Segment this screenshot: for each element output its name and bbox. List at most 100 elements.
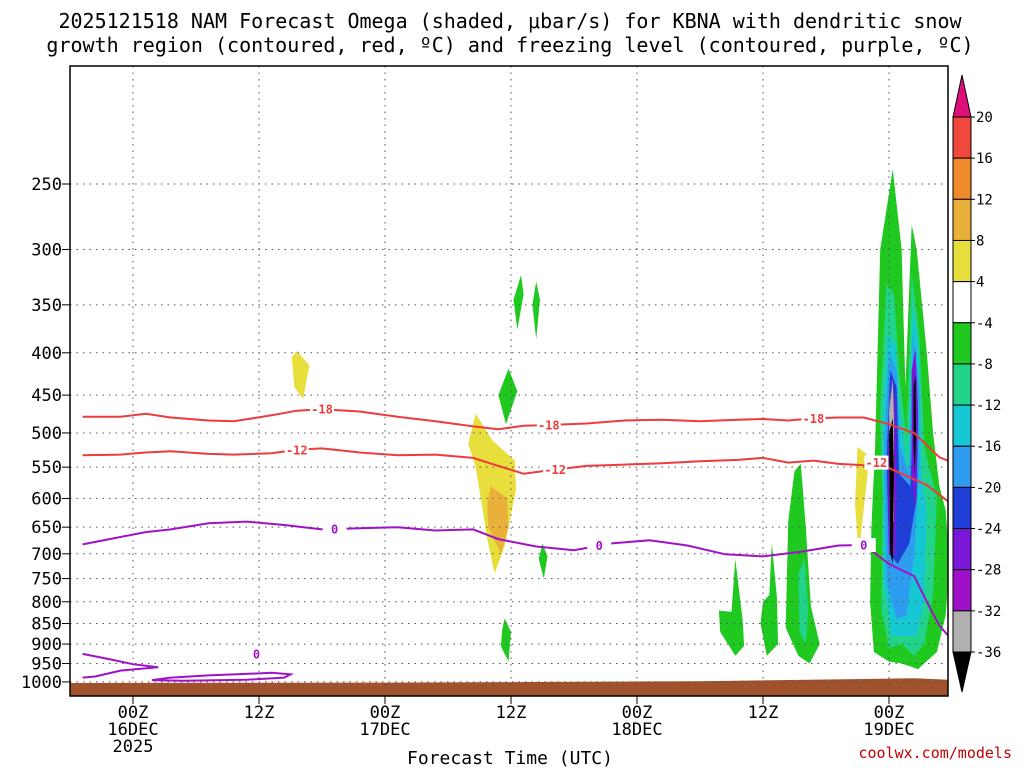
terrain-fill <box>70 678 948 696</box>
xtick-label-60-0: 00Z <box>874 703 905 723</box>
ytick-label-600: 600 <box>31 489 62 509</box>
contour-freezing-level-0 <box>82 520 948 638</box>
contour-label-dendritic-12: -12 <box>544 463 566 477</box>
colorbar-label-4: 4 <box>976 275 984 291</box>
contour-label-bg <box>864 455 889 470</box>
shade-yellow-3Z <box>291 351 310 400</box>
xtick-label-0-0: 00Z <box>118 703 149 723</box>
contour-label-bg <box>284 442 309 457</box>
colorbar-bottom-arrow <box>952 651 972 693</box>
y-axis-ticks: 2503003504004505005506006507007508008509… <box>21 175 70 693</box>
ytick-label-750: 750 <box>31 570 62 590</box>
ytick-label-950: 950 <box>31 654 62 674</box>
shade-green-11Z-upper <box>532 281 540 340</box>
contour-label-dendritic-18: -18 <box>803 412 825 426</box>
xtick-label-40-0: 00Z <box>622 703 653 723</box>
ytick-label-350: 350 <box>31 296 62 316</box>
x-axis-label: Forecast Time (UTC) <box>407 748 613 768</box>
shade-green-08Z-18DEC <box>718 558 745 656</box>
terrain-surface <box>70 678 948 696</box>
ytick-label-450: 450 <box>31 386 62 406</box>
contour-labels: -18 -18 -18 -12 -12 -12 0 0 0 0 <box>244 402 889 661</box>
ytick-label-300: 300 <box>31 240 62 260</box>
contour-label-freezing-level-0: 0 <box>596 539 603 553</box>
contour-label-freezing-level-0-surface: 0 <box>253 647 260 661</box>
xtick-label-40-1: 18DEC <box>611 720 662 740</box>
shade-orange-10Z <box>487 486 509 554</box>
ytick-label-850: 850 <box>31 615 62 635</box>
chart-title-line1: 2025121518 NAM Forecast Omega (shaded, μ… <box>58 9 962 33</box>
contour-label-bg <box>801 411 826 426</box>
ytick-label-400: 400 <box>31 344 62 364</box>
contour-label-dendritic-18: -18 <box>311 403 333 417</box>
contour-freezing-level-0-surface <box>82 652 159 679</box>
colorbar: 20 16 12 8 4 -4 -8 -12 -16 -20 -24 -28 -32 -36 <box>952 74 1001 693</box>
shade-green-10Z-upper <box>513 274 524 330</box>
contour-label-freezing-level-0: 0 <box>860 538 867 552</box>
xtick-label-20-1: 17DEC <box>359 720 410 740</box>
shade-green-11Z-low <box>538 543 548 579</box>
contour-label-bg <box>310 402 334 417</box>
colorbar-label-5: -4 <box>976 316 993 332</box>
contour-label-freezing-level-0: 0 <box>331 523 338 537</box>
ytick-label-650: 650 <box>31 518 62 538</box>
ytick-label-700: 700 <box>31 545 62 565</box>
shade-green-12Z-18DEC <box>760 543 779 656</box>
colorbar-label-11: -28 <box>976 563 1001 579</box>
colorbar-swatch-11 <box>952 569 972 612</box>
colorbar-label-7: -12 <box>976 398 1001 414</box>
xtick-label-0-1: 16DEC <box>107 720 158 740</box>
contour-label-bg <box>322 522 347 537</box>
plot-area: -18 -18 -18 -12 -12 -12 0 0 0 0 <box>69 65 949 697</box>
shade-teal-14Z-18DEC <box>798 558 809 645</box>
contour-dendritic-18 <box>82 408 948 462</box>
contour-label-bg <box>851 537 876 552</box>
contour-label-dendritic-12: -12 <box>286 443 308 457</box>
ytick-label-500: 500 <box>31 424 62 444</box>
colorbar-swatch-12 <box>952 610 972 653</box>
colorbar-label-12: -32 <box>976 604 1001 620</box>
ytick-label-900: 900 <box>31 635 62 655</box>
ytick-label-250: 250 <box>31 175 62 195</box>
ytick-label-800: 800 <box>31 593 62 613</box>
colorbar-label-6: -8 <box>976 357 993 373</box>
colorbar-swatch-5 <box>952 322 972 365</box>
xtick-label-60-1: 19DEC <box>863 720 914 740</box>
contour-label-dendritic-12: -12 <box>866 456 888 470</box>
colorbar-label-1: 16 <box>976 151 993 167</box>
ytick-label-1000: 1000 <box>21 673 62 693</box>
contour-freezing-level-0-surface-2 <box>151 671 295 682</box>
contour-label-bg <box>536 417 561 432</box>
colorbar-swatch-10 <box>952 528 972 571</box>
shade-black-right <box>913 374 917 474</box>
colorbar-top-arrow <box>952 74 972 118</box>
colorbar-swatch-1 <box>952 157 972 200</box>
colorbar-label-8: -16 <box>976 439 1001 455</box>
colorbar-swatch-2 <box>952 198 972 241</box>
colorbar-swatch-0 <box>952 116 972 159</box>
xtick-label-50-0: 12Z <box>748 703 779 723</box>
xtick-label-30-0: 12Z <box>496 703 527 723</box>
chart-title-line2: growth region (contoured, red, ºC) and f… <box>46 33 973 57</box>
colorbar-swatch-6 <box>952 363 972 406</box>
omega-shading <box>291 169 948 670</box>
colorbar-swatch-9 <box>952 486 972 530</box>
ytick-label-550: 550 <box>31 458 62 478</box>
colorbar-label-10: -24 <box>976 522 1001 538</box>
xtick-label-0-2: 2025 <box>113 737 154 757</box>
xtick-label-20-0: 00Z <box>370 703 401 723</box>
contour-label-bg <box>244 646 269 661</box>
plot-frame <box>69 65 949 697</box>
shade-green-10Z-mid <box>498 368 518 425</box>
shade-yellow-21Z-18DEC <box>855 447 868 554</box>
shade-green-10Z-low <box>500 618 511 662</box>
colorbar-label-3: 8 <box>976 233 984 249</box>
colorbar-label-2: 12 <box>976 192 993 208</box>
credit-text: coolwx.com/models <box>858 744 1012 762</box>
contour-label-bg <box>587 538 612 553</box>
colorbar-label-9: -20 <box>976 480 1001 496</box>
gridlines <box>70 66 948 696</box>
xtick-label-10-0: 12Z <box>244 703 275 723</box>
